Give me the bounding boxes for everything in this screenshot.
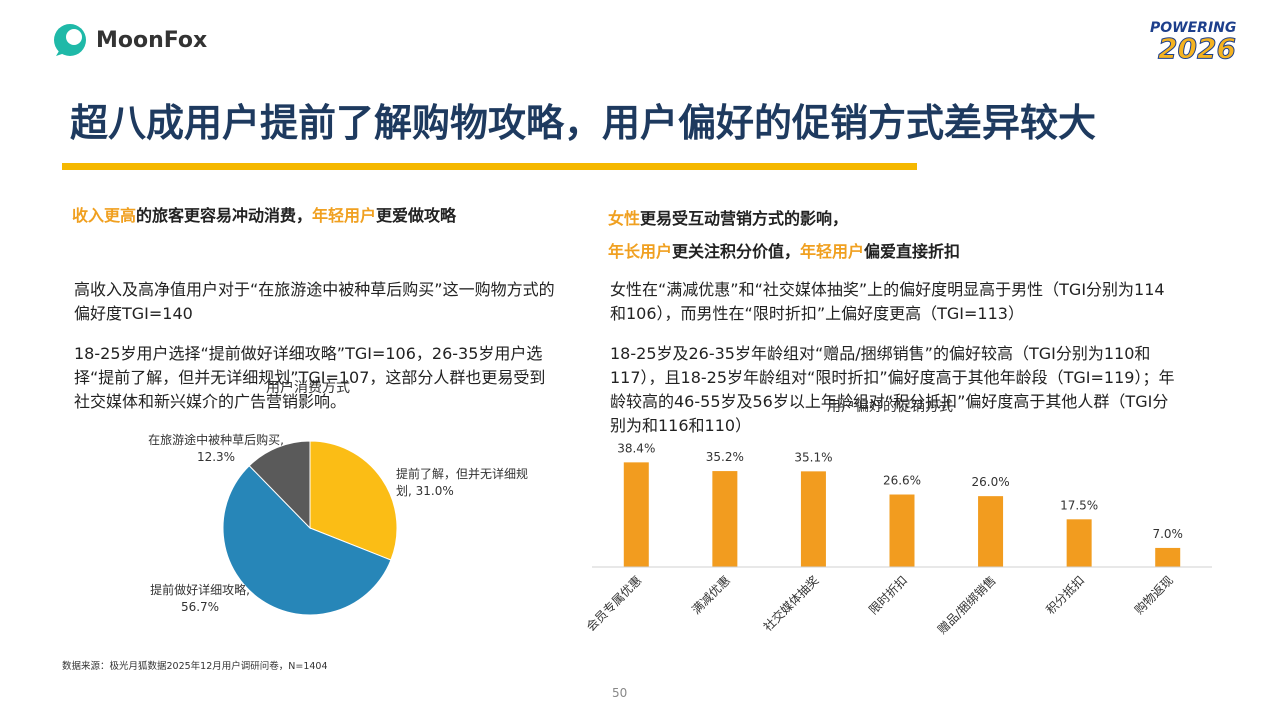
headline-line: 女性更易受互动营销方式的影响， (608, 202, 960, 235)
headline-segment: 更关注积分价值， (672, 242, 801, 261)
bar (623, 462, 649, 567)
x-tick-label: 限时折扣 (866, 573, 911, 618)
data-label: 26.0% (972, 475, 1010, 489)
chart-title: 用户偏好的促销方式 (827, 398, 953, 415)
left-headline: 收入更高的旅客更容易冲动消费，年轻用户更爱做攻略 (72, 202, 456, 226)
pie-slice (222, 465, 392, 616)
badge-top: POWERING (1150, 20, 1237, 36)
x-tick-label: 社交媒体抽奖 (760, 573, 822, 635)
pie-label: 在旅游途中被种草后购买, 12.3% (148, 433, 284, 464)
bar (1066, 519, 1092, 567)
data-label: 35.2% (706, 450, 744, 464)
bullet: 女性在“满减优惠”和“社交媒体抽奖”上的偏好度明显高于男性（TGI分别为114和… (610, 280, 1165, 323)
data-label: 17.5% (1060, 498, 1098, 512)
page-number: 50 (612, 686, 628, 700)
bar (800, 471, 826, 567)
bar (978, 496, 1004, 567)
right-headline: 女性更易受互动营销方式的影响， 年长用户更关注积分价值，年轻用户偏爱直接折扣 (608, 202, 960, 268)
title-underline (62, 163, 917, 170)
x-tick-label: 会员专属优惠 (583, 573, 645, 635)
pie-slice (309, 440, 398, 561)
bullet: 18-25岁用户选择“提前做好详细攻略”TGI=106，26-35岁用户选择“提… (74, 344, 546, 411)
pie-slice (248, 440, 311, 530)
logo-text: MoonFox (96, 28, 208, 53)
pie-label: 提前了解，但并无详细规划, 31.0% (396, 467, 529, 498)
x-tick-label: 积分抵扣 (1043, 573, 1087, 617)
headline-segment: 女性 (608, 209, 641, 228)
bar (889, 494, 915, 567)
headline-segment: 的旅客更容易冲动消费， (136, 206, 313, 225)
bullet: 高收入及高净值用户对于“在旅游途中被种草后购买”这一购物方式的偏好度TGI=14… (74, 280, 555, 323)
headline-line: 年长用户更关注积分价值，年轻用户偏爱直接折扣 (608, 235, 960, 268)
headline-segment: 偏爱直接折扣 (864, 242, 961, 261)
headline-segment: 年轻用户 (800, 242, 865, 261)
x-tick-label: 赠品/捆绑销售 (934, 573, 998, 637)
chart-title: 用户消费方式 (266, 379, 350, 396)
data-label: 35.1% (794, 450, 832, 464)
headline-segment: 收入更高 (72, 206, 137, 225)
headline-segment: 年轻用户 (312, 206, 377, 225)
bar (712, 471, 738, 567)
page-title: 超八成用户提前了解购物攻略，用户偏好的促销方式差异较大 (70, 101, 1097, 145)
x-tick-label: 购物返现 (1131, 573, 1176, 618)
bar (1155, 547, 1181, 567)
bullet: 18-25岁及26-35岁年龄组对“赠品/捆绑销售”的偏好较高（TGI分别为11… (610, 344, 1175, 435)
source-note: 数据来源：极光月狐数据2025年12月用户调研问卷，N=1404 (62, 661, 328, 672)
x-tick-label: 满减优惠 (689, 573, 733, 617)
data-label: 7.0% (1152, 527, 1183, 541)
logo-icon (54, 24, 86, 56)
badge-year: 2026 (1158, 32, 1237, 66)
left-bullets: 高收入及高净值用户对于“在旅游途中被种草后购买”这一购物方式的偏好度TGI=14… (74, 260, 558, 428)
headline-segment: 更爱做攻略 (376, 206, 457, 225)
headline-segment: 年长用户 (608, 242, 673, 261)
data-label: 38.4% (617, 441, 655, 455)
data-label: 26.6% (883, 474, 921, 488)
pie-label: 提前做好详细攻略, 56.7% (150, 583, 250, 614)
headline-segment: 更易受互动营销方式的影响， (640, 209, 849, 228)
right-bullets: 女性在“满减优惠”和“社交媒体抽奖”上的偏好度明显高于男性（TGI分别为114和… (610, 260, 1175, 452)
